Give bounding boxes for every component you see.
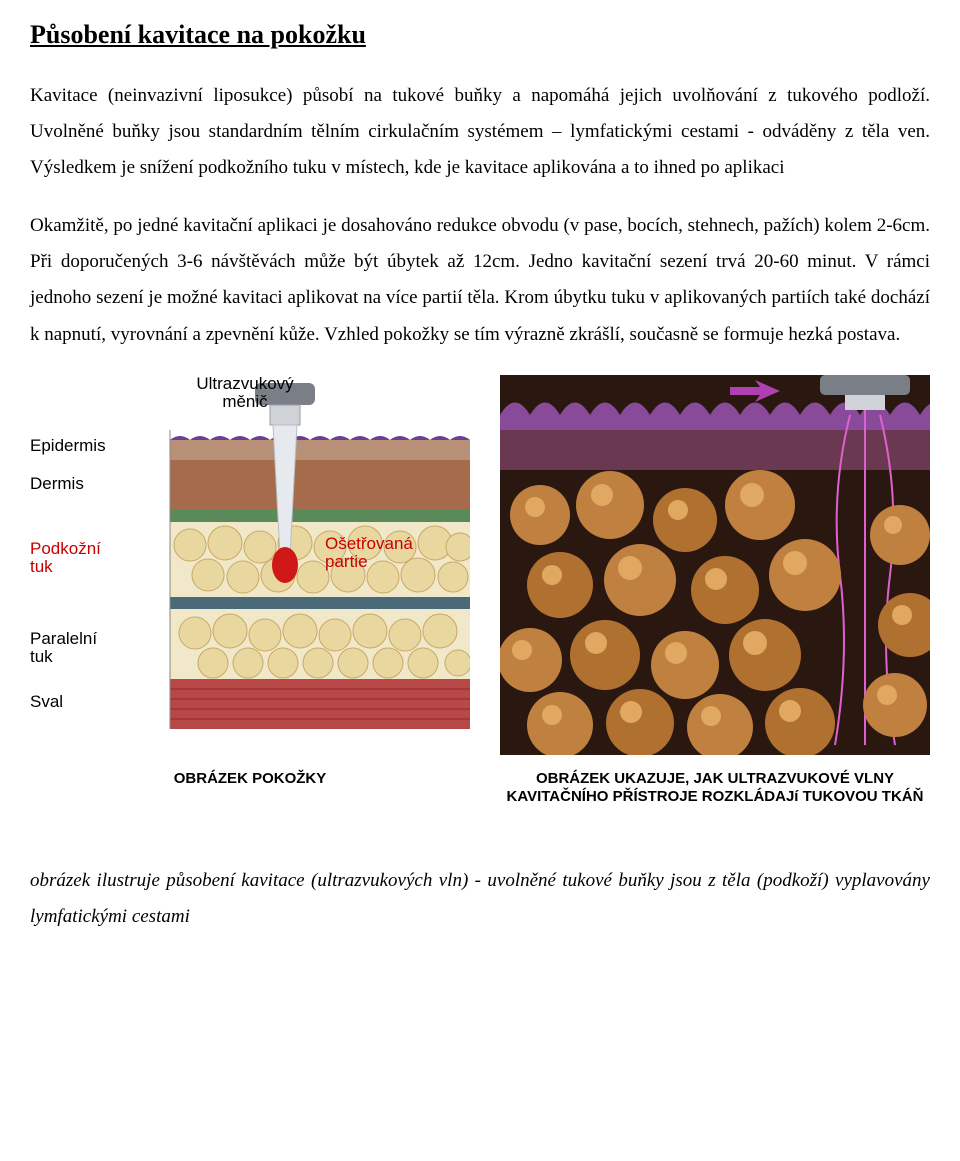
caption-right: OBRÁZEK UKAZUJE, JAK ULTRAZVUKOVÉ VLNY K… bbox=[500, 770, 930, 808]
label-subcut-fat: Podkožní tuk bbox=[30, 540, 120, 577]
cavitation-closeup-svg bbox=[500, 375, 930, 755]
caption-left: OBRÁZEK POKOŽKY bbox=[30, 770, 470, 808]
diagram: Ultrazvukový měnič Epidermis Dermis Podk… bbox=[30, 375, 930, 835]
label-epidermis: Epidermis bbox=[30, 437, 106, 456]
body-text: Kavitace (neinvazivní liposukce) působí … bbox=[30, 78, 930, 353]
label-parallel-fat: Paralelní tuk bbox=[30, 630, 120, 667]
diagram-left: Ultrazvukový měnič Epidermis Dermis Podk… bbox=[30, 375, 470, 755]
diagram-captions: OBRÁZEK POKOŽKY OBRÁZEK UKAZUJE, JAK ULT… bbox=[30, 770, 930, 808]
label-transducer: Ultrazvukový měnič bbox=[175, 375, 315, 412]
label-dermis: Dermis bbox=[30, 475, 84, 494]
label-muscle: Sval bbox=[30, 693, 63, 712]
label-treated-area: Ošetřovaná partie bbox=[325, 535, 445, 572]
footer-caption: obrázek ilustruje působení kavitace (ult… bbox=[30, 863, 930, 935]
paragraph-1: Kavitace (neinvazivní liposukce) působí … bbox=[30, 78, 930, 186]
paragraph-2: Okamžitě, po jedné kavitační aplikaci je… bbox=[30, 208, 930, 352]
diagram-right bbox=[500, 375, 930, 755]
page-title: Působení kavitace na pokožku bbox=[30, 20, 930, 50]
